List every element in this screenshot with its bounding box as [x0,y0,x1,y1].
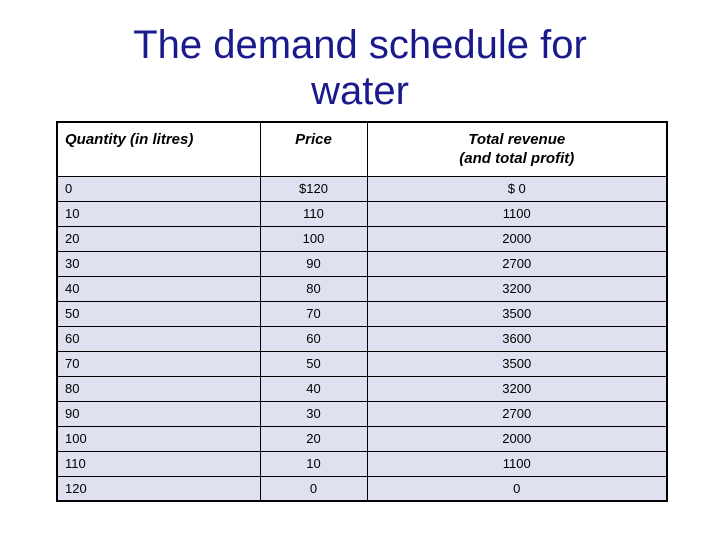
header-cell-2: Total revenue (and total profit) [366,121,668,177]
table-cell: $ 0 [366,175,668,202]
table-cell: 0 [366,475,668,502]
table-cell: 30 [259,400,368,427]
table-cell: 80 [56,375,261,402]
table-cell: 90 [56,400,261,427]
table-cell: 2700 [366,400,668,427]
table-cell: 60 [259,325,368,352]
table-cell: 10 [56,200,261,227]
header-cell-0: Quantity (in litres) [56,121,261,177]
table-cell: $120 [259,175,368,202]
table-cell: 3200 [366,275,668,302]
table-header: Quantity (in litres) Price Total revenue (… [56,121,668,177]
table-row: 20 100 2000 [56,225,668,252]
table-row: 80 40 3200 [56,375,668,402]
table-cell: 0 [259,475,368,502]
slide-title: The demand schedule for water [0,22,720,114]
table-cell: 3500 [366,300,668,327]
table-cell: 60 [56,325,261,352]
table-cell: 1100 [366,200,668,227]
table-row: 40 80 3200 [56,275,668,302]
table-cell: 20 [56,225,261,252]
slide-title-line2: water [311,69,409,113]
table-cell: 40 [56,275,261,302]
table-row: 10 110 1100 [56,200,668,227]
table-cell: 3600 [366,325,668,352]
table-cell: 3500 [366,350,668,377]
slide-title-line1: The demand schedule for [133,23,587,67]
table-cell: 90 [259,250,368,277]
table-body: 0 $120 $ 0 10 110 1100 20 100 2000 30 90 2700 40 80 32… [56,175,668,502]
table-cell: 70 [56,350,261,377]
table-cell: 40 [259,375,368,402]
table-cell: 2000 [366,225,668,252]
table-cell: 110 [259,200,368,227]
table-row: 70 50 3500 [56,350,668,377]
table-row: 0 $120 $ 0 [56,175,668,202]
table-cell: 1100 [366,450,668,477]
table-cell: 110 [56,450,261,477]
table-row: 100 20 2000 [56,425,668,452]
table-row: 120 0 0 [56,475,668,502]
table-row: 60 60 3600 [56,325,668,352]
table-cell: 0 [56,175,261,202]
table-cell: 2700 [366,250,668,277]
table-cell: 20 [259,425,368,452]
table-cell: 2000 [366,425,668,452]
table-cell: 3200 [366,375,668,402]
table-cell: 70 [259,300,368,327]
table-row: 50 70 3500 [56,300,668,327]
table-cell: 50 [56,300,261,327]
table-cell: 80 [259,275,368,302]
demand-schedule-table: Quantity (in litres) Price Total revenue (… [56,121,668,502]
table-cell: 10 [259,450,368,477]
table-cell: 120 [56,475,261,502]
table-row: 110 10 1100 [56,450,668,477]
table-row: 90 30 2700 [56,400,668,427]
header-cell-1: Price [259,121,368,177]
table-row: 30 90 2700 [56,250,668,277]
table-cell: 100 [259,225,368,252]
table-cell: 30 [56,250,261,277]
table-cell: 100 [56,425,261,452]
table-cell: 50 [259,350,368,377]
table-header-row: Quantity (in litres) Price Total revenue (… [56,121,668,177]
